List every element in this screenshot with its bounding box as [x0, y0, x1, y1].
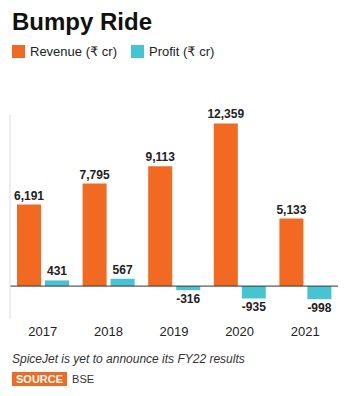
html-text:SpiceJet is yet to announce it: SpiceJet is yet to announce its FY22 res… [12, 352, 245, 366]
html-text:SOURCE: SOURCE [16, 373, 64, 385]
html-text:Profit (₹ cr): Profit (₹ cr) [149, 44, 215, 59]
svg-text:2019: 2019 [160, 324, 189, 339]
html-text:Bumpy Ride: Bumpy Ride [12, 8, 152, 35]
svg-text:12,359: 12,359 [207, 107, 244, 121]
svg-text:2018: 2018 [94, 324, 123, 339]
svg-text:2021: 2021 [291, 324, 320, 339]
html-text:Revenue (₹ cr): Revenue (₹ cr) [30, 44, 117, 59]
svg-text:7,795: 7,795 [80, 168, 110, 182]
svg-text:6,191: 6,191 [14, 189, 44, 203]
svg-text:5,133: 5,133 [276, 203, 306, 217]
svg-text:-316: -316 [176, 292, 200, 306]
svg-text:-935: -935 [242, 300, 266, 314]
html-text:BSE: BSE [72, 373, 95, 385]
svg-text:-998: -998 [307, 301, 331, 315]
svg-text:2020: 2020 [225, 324, 254, 339]
svg-text:567: 567 [113, 263, 133, 277]
svg-text:2017: 2017 [28, 324, 57, 339]
svg-text:9,113: 9,113 [146, 150, 176, 164]
svg-text:431: 431 [47, 264, 67, 278]
